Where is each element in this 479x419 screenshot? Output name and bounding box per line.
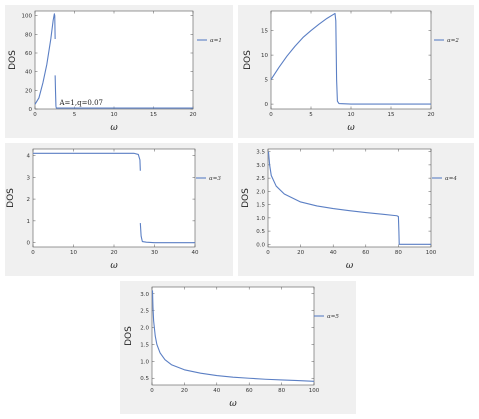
legend-label: α=4 xyxy=(445,176,457,182)
y-tick-label: 10 xyxy=(261,53,268,59)
x-tick-label: 15 xyxy=(388,112,395,118)
legend-label: α=5 xyxy=(327,314,339,320)
series-line xyxy=(33,152,141,171)
x-tick-label: 80 xyxy=(395,250,402,256)
y-tick-label: 2.0 xyxy=(140,326,149,332)
y-tick-label: 15 xyxy=(261,29,268,35)
x-tick-label: 30 xyxy=(151,250,158,256)
x-tick-label: 60 xyxy=(362,250,369,256)
y-tick-label: 100 xyxy=(22,14,33,20)
legend-label: α=1 xyxy=(210,38,222,44)
y-tick-label: 0.0 xyxy=(256,242,265,248)
chart-alpha-2: 0 5 10 15 20 0 5 10 15 DOS ω α=2 xyxy=(243,10,459,133)
x-tick-label: 20 xyxy=(181,388,188,394)
x-axis-label: ω xyxy=(110,261,118,271)
y-tick-label: 1.0 xyxy=(256,216,265,222)
y-axis-label: DOS xyxy=(124,326,134,346)
x-tick-label: 20 xyxy=(297,250,304,256)
y-tick-label: 1.5 xyxy=(256,203,265,209)
legend-label: α=2 xyxy=(447,38,459,44)
x-tick-label: 5 xyxy=(73,112,77,118)
y-tick-label: 2 xyxy=(27,197,31,203)
y-tick-label: 80 xyxy=(25,32,32,38)
plot-frame xyxy=(270,10,432,110)
series-line xyxy=(34,13,56,105)
y-tick-label: 3.0 xyxy=(140,292,149,298)
x-tick-label: 80 xyxy=(278,388,285,394)
chart-panel-alpha-5: 0 20 40 60 80 100 0.5 1.0 1.5 2.0 2.5 3.0 DOS ω α=5 xyxy=(120,281,356,414)
y-axis-label: DOS xyxy=(243,50,253,70)
plot-frame xyxy=(34,10,194,110)
series-line xyxy=(139,223,195,244)
x-tick-label: 15 xyxy=(150,112,157,118)
x-tick-label: 100 xyxy=(426,250,437,256)
y-axis-label: DOS xyxy=(6,188,16,208)
plot-frame xyxy=(267,148,432,248)
x-tick-label: 60 xyxy=(246,388,253,394)
x-tick-label: 40 xyxy=(192,250,199,256)
x-axis-label: ω xyxy=(346,261,354,271)
x-tick-label: 40 xyxy=(213,388,220,394)
y-tick-label: 40 xyxy=(25,70,32,76)
x-tick-label: 10 xyxy=(70,250,77,256)
y-tick-label: 5 xyxy=(265,78,269,84)
x-tick-label: 20 xyxy=(428,112,435,118)
y-tick-label: 60 xyxy=(25,51,32,57)
y-tick-label: 1 xyxy=(27,219,31,225)
x-tick-label: 0 xyxy=(266,250,270,256)
x-tick-label: 0 xyxy=(31,250,35,256)
y-tick-label: 2.0 xyxy=(256,189,265,195)
x-tick-label: 10 xyxy=(111,112,118,118)
y-axis-label: DOS xyxy=(241,188,251,208)
y-tick-label: 3 xyxy=(27,175,31,181)
y-tick-label: 1.5 xyxy=(140,342,149,348)
chart-panel-alpha-4: 0 20 40 60 80 100 0.0 0.5 1.0 1.5 2.0 2.5 3.0 3.5 DOS ω… xyxy=(238,143,474,276)
series-line xyxy=(267,151,431,245)
y-tick-label: 20 xyxy=(25,88,32,94)
y-tick-label: 0 xyxy=(27,241,31,247)
x-tick-label: 0 xyxy=(33,112,37,118)
x-tick-label: 5 xyxy=(309,112,313,118)
x-axis-label: ω xyxy=(110,123,118,133)
chart-alpha-3: 0 10 20 30 40 0 1 2 3 4 DOS ω α=3 xyxy=(6,148,221,271)
x-tick-label: 40 xyxy=(330,250,337,256)
chart-panel-alpha-2: 0 5 10 15 20 0 5 10 15 DOS ω α=2 xyxy=(238,5,474,138)
y-tick-label: 0.5 xyxy=(256,229,265,235)
y-tick-label: 3.0 xyxy=(256,163,265,169)
chart-panel-alpha-3: 0 10 20 30 40 0 1 2 3 4 DOS ω α=3 xyxy=(5,143,233,276)
chart-alpha-1: 0 5 10 15 20 0 20 40 60 80 100 DOS ω α=1 A=1,q=0.07 xyxy=(8,10,222,133)
x-axis-label: ω xyxy=(347,123,355,133)
x-tick-label: 20 xyxy=(111,250,118,256)
chart-annotation: A=1,q=0.07 xyxy=(58,99,103,107)
y-tick-label: 0 xyxy=(265,102,269,108)
legend-label: α=3 xyxy=(209,176,221,182)
plot-frame xyxy=(32,148,196,248)
series-line xyxy=(270,12,431,105)
x-tick-label: 20 xyxy=(190,112,197,118)
x-tick-label: 10 xyxy=(348,112,355,118)
chart-alpha-4: 0 20 40 60 80 100 0.0 0.5 1.0 1.5 2.0 2.5 3.0 3.5 DOS ω… xyxy=(241,148,457,271)
series-line xyxy=(151,290,315,382)
x-axis-label: ω xyxy=(229,399,237,409)
chart-alpha-5: 0 20 40 60 80 100 0.5 1.0 1.5 2.0 2.5 3.0 DOS ω α=5 xyxy=(124,286,339,409)
chart-panel-alpha-1: 0 5 10 15 20 0 20 40 60 80 100 DOS ω α=1 A=1,q=0.07 xyxy=(5,5,233,138)
series-line xyxy=(54,75,193,109)
y-tick-label: 4 xyxy=(27,154,31,160)
plot-frame xyxy=(151,286,315,386)
y-tick-label: 0 xyxy=(29,107,33,113)
y-axis-label: DOS xyxy=(8,50,18,70)
y-tick-label: 3.5 xyxy=(256,150,265,156)
y-tick-label: 2.5 xyxy=(256,176,265,182)
x-tick-label: 0 xyxy=(269,112,273,118)
x-tick-label: 0 xyxy=(150,388,154,394)
x-tick-label: 100 xyxy=(309,388,320,394)
y-tick-label: 2.5 xyxy=(140,309,149,315)
y-tick-label: 0.5 xyxy=(140,376,149,382)
y-tick-label: 1.0 xyxy=(140,359,149,365)
